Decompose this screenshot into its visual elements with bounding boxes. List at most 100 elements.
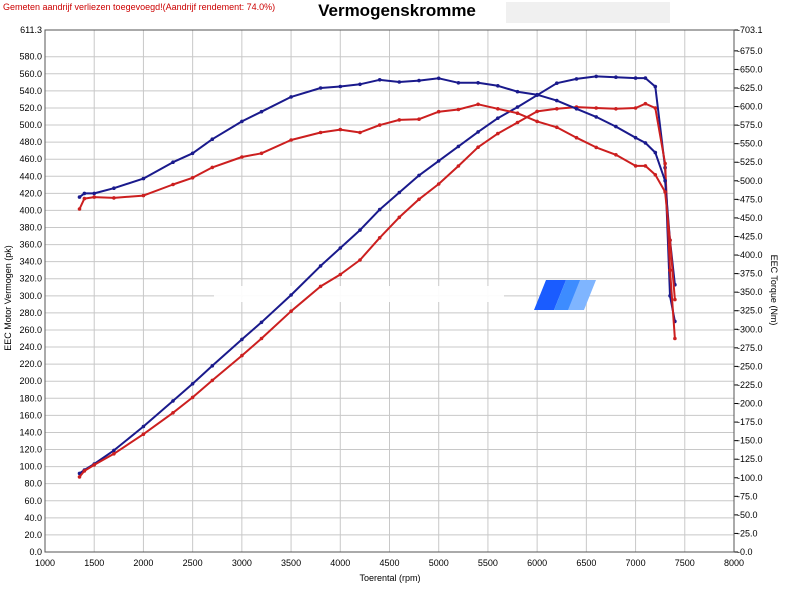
- series-point: [171, 411, 175, 415]
- series-point: [515, 111, 520, 115]
- series-point: [673, 297, 677, 302]
- y2-tick-label: -600.0: [737, 102, 763, 112]
- series-point: [417, 117, 421, 121]
- series-point: [436, 109, 441, 114]
- series-point: [259, 336, 264, 341]
- series-point: [594, 115, 598, 119]
- y-tick-label: 480.0: [19, 137, 42, 147]
- y-tick-label: 500.0: [19, 120, 42, 130]
- series-point: [92, 191, 96, 196]
- y-tick-label: 400.0: [19, 205, 42, 215]
- series-point: [92, 463, 96, 467]
- series-point: [171, 160, 175, 164]
- series-point: [614, 75, 618, 79]
- series-point: [633, 135, 638, 140]
- series-point: [574, 77, 579, 81]
- y2-tick-label: -325.0: [737, 306, 763, 316]
- y-tick-label: 300.0: [19, 291, 42, 301]
- series-point: [594, 145, 598, 150]
- logo-stripe-1: [534, 280, 566, 310]
- series-point: [141, 424, 146, 429]
- series-point: [289, 95, 293, 99]
- plot-frame: [44, 29, 735, 553]
- x-tick-label: 8000: [724, 558, 744, 568]
- y-tick-label: 520.0: [19, 103, 42, 113]
- x-tick-label: 2000: [133, 558, 153, 568]
- series-point: [633, 106, 638, 110]
- series-point: [92, 195, 96, 199]
- series-point: [358, 258, 362, 262]
- series-point: [112, 448, 116, 453]
- axes: 1000 1500 2000 2500 3000 3500 4000 4500 5000 5500…: [19, 25, 762, 568]
- series-point: [397, 80, 402, 84]
- y2-tick-label: -100.0: [737, 473, 763, 483]
- series-point: [82, 196, 87, 201]
- y-tick-label: 100.0: [19, 462, 42, 472]
- series-point: [358, 82, 362, 87]
- series-point: [397, 190, 402, 195]
- y2-tick-label: -275.0: [737, 343, 763, 353]
- logo-stripe-2: [554, 280, 582, 310]
- series-point: [663, 190, 667, 194]
- series-point: [112, 186, 116, 190]
- series-point: [141, 193, 146, 198]
- series-point: [82, 191, 87, 196]
- y2-tick-label: -200.0: [737, 399, 763, 409]
- series-point: [259, 151, 264, 156]
- y2-tick-label: -475.0: [737, 194, 763, 204]
- series-point: [643, 76, 648, 80]
- series-point: [397, 215, 402, 220]
- series-point: [77, 207, 82, 211]
- series-point: [555, 107, 559, 111]
- series-point: [338, 84, 343, 89]
- power-series-line-0: [78, 75, 676, 475]
- series-point: [436, 76, 441, 81]
- header-blank-panel: [506, 2, 670, 23]
- y-tick-label: 340.0: [19, 257, 42, 267]
- series-point: [289, 309, 293, 314]
- y2-tick-label: -300.0: [737, 324, 763, 334]
- drivetrain-loss-notice: Gemeten aandrijf verliezen toegevoegd!(A…: [3, 2, 276, 12]
- series-point: [456, 144, 461, 149]
- series-point: [240, 353, 244, 358]
- y-tick-label: 320.0: [19, 274, 42, 284]
- y2-tick-label: -550.0: [737, 139, 763, 149]
- y-tick-label: 460.0: [19, 154, 42, 164]
- series-point: [515, 120, 520, 125]
- series-point: [515, 89, 520, 94]
- y-tick-label: 0.0: [29, 547, 42, 557]
- series-point: [417, 197, 421, 202]
- series-point: [476, 130, 480, 134]
- series-point: [77, 195, 82, 199]
- y2-tick-label: -400.0: [737, 250, 763, 260]
- series-point: [555, 98, 559, 103]
- series-point: [614, 124, 618, 129]
- y-tick-label: 420.0: [19, 188, 42, 198]
- series-point: [318, 130, 323, 135]
- series-point: [397, 118, 402, 122]
- series-point: [240, 155, 244, 159]
- series-point: [190, 176, 195, 180]
- x-tick-label: 7000: [626, 558, 646, 568]
- logo-stripe-3: [568, 280, 596, 310]
- y2-tick-label: -150.0: [737, 436, 763, 446]
- series-point: [594, 106, 598, 110]
- series-point: [653, 173, 658, 177]
- series-point: [210, 378, 215, 383]
- series-point: [633, 76, 638, 80]
- x-tick-label: 5500: [478, 558, 498, 568]
- y-tick-label: 180.0: [19, 393, 42, 403]
- series-point: [318, 264, 323, 268]
- y-tick-label: 20.0: [24, 530, 42, 540]
- y2-tick-label: -625.0: [737, 83, 763, 93]
- series-point: [190, 382, 195, 386]
- series-point: [289, 293, 293, 297]
- series-point: [653, 150, 658, 155]
- y2-tick-label: -125.0: [737, 454, 763, 464]
- series-point: [338, 272, 343, 277]
- x-tick-label: 4500: [379, 558, 399, 568]
- series-point: [496, 107, 500, 111]
- y-tick-label: 220.0: [19, 359, 42, 369]
- x-tick-label: 6500: [576, 558, 596, 568]
